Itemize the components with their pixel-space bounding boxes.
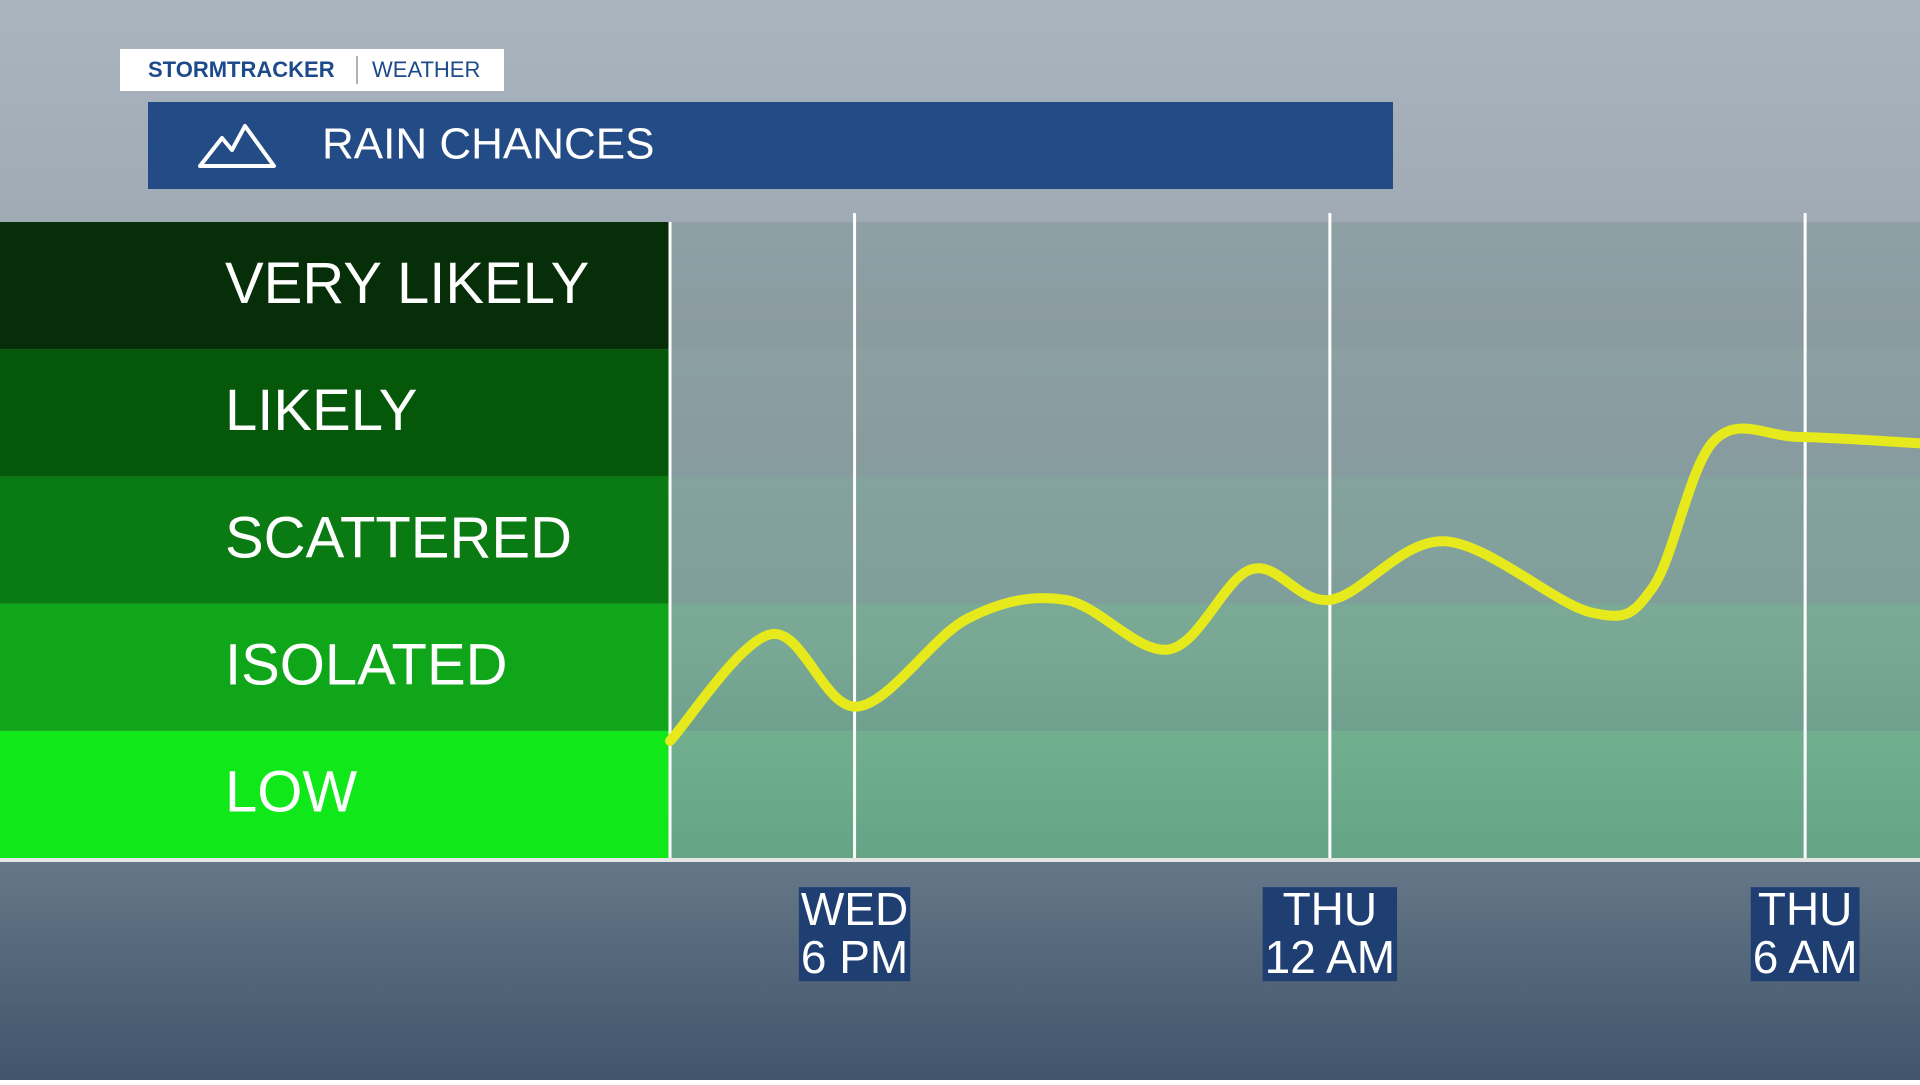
level-band (0, 349, 670, 477)
level-band (0, 222, 670, 350)
plot-band (670, 730, 1920, 858)
x-tick: THU 12 AM (1262, 883, 1398, 983)
x-tick-line: 6 PM (801, 931, 908, 983)
x-tick-line: 12 AM (1265, 931, 1395, 983)
x-tick-box (1262, 887, 1398, 982)
rain-chance-line (665, 423, 1920, 746)
brand: STORMTRACKER (148, 57, 335, 82)
y-tick-label: LOW (225, 760, 357, 825)
plot-band (670, 349, 1920, 477)
x-tick-box (1750, 887, 1860, 982)
y-tick-label: VERY LIKELY (225, 251, 589, 316)
x-tick-label: THU 6 AM (1753, 883, 1858, 983)
level-band (0, 730, 670, 858)
x-tick-line: 6 AM (1753, 931, 1858, 983)
y-tick-label: SCATTERED (225, 505, 572, 570)
chart-title: RAIN CHANCES (322, 120, 655, 169)
mountain-icon (198, 124, 276, 168)
x-tick: WED 6 PM (798, 883, 911, 983)
x-tick-line: WED (801, 883, 908, 935)
plot-band (670, 222, 1920, 350)
plot-band (670, 603, 1920, 731)
x-tick-box (798, 887, 911, 982)
x-tick: THU 6 AM (1750, 883, 1860, 983)
section: WEATHER (372, 57, 480, 82)
y-tick-label: ISOLATED (225, 633, 508, 698)
title-banner (148, 102, 1393, 189)
level-band (0, 603, 670, 731)
x-tick-line: THU (1758, 883, 1853, 935)
x-tick-line: THU (1283, 883, 1378, 935)
level-band (0, 476, 670, 604)
brand-box (120, 49, 504, 91)
x-tick-label: THU 12 AM (1265, 883, 1395, 983)
x-tick-label: WED 6 PM (801, 883, 908, 983)
y-tick-label: LIKELY (225, 378, 417, 443)
